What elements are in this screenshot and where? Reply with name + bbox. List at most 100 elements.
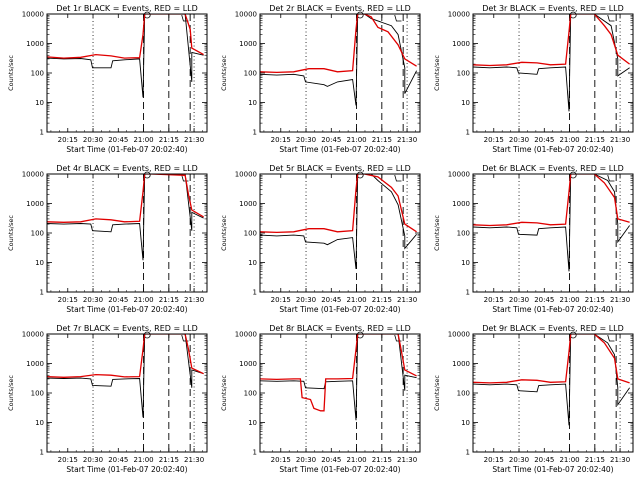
y-tick-label: 10000: [235, 331, 257, 339]
series-lld-line: [47, 14, 204, 59]
x-tick-label: 20:15: [484, 456, 504, 464]
series-lld-line: [260, 334, 417, 412]
y-axis-label: Counts/sec: [220, 55, 228, 91]
x-tick-label: 21:00: [559, 296, 579, 304]
x-tick-label: 21:00: [133, 456, 153, 464]
chart-panel-5: Det 5r BLACK = Events, RED = LLD Counts/s…: [220, 164, 421, 314]
y-tick-label: 100: [31, 70, 44, 78]
x-tick-label: 21:15: [159, 456, 179, 464]
x-tick-label: 21:00: [346, 136, 366, 144]
x-axis-label: Start Time (01-Feb-07 20:02:40): [492, 305, 613, 314]
y-tick-label: 10: [35, 259, 44, 267]
x-tick-label: 21:00: [559, 136, 579, 144]
chart-title: Det 5r BLACK = Events, RED = LLD: [269, 164, 411, 173]
y-tick-label: 100: [244, 230, 257, 238]
x-tick-label: 20:45: [321, 296, 341, 304]
x-tick-label: 20:15: [271, 136, 291, 144]
y-tick-label: 1: [40, 129, 44, 137]
y-tick-label: 1: [253, 129, 257, 137]
y-axis-label: Counts/sec: [7, 375, 15, 411]
y-tick-label: 100: [457, 70, 470, 78]
x-tick-label: 20:15: [484, 136, 504, 144]
series-events-line: [47, 174, 204, 261]
y-tick-label: 1000: [452, 40, 470, 48]
x-tick-label: 20:30: [296, 296, 316, 304]
y-axis-label: Counts/sec: [433, 55, 441, 91]
y-tick-label: 10000: [22, 331, 44, 339]
x-tick-label: 20:15: [58, 296, 78, 304]
series-events-line: [47, 334, 204, 418]
x-tick-label: 21:00: [346, 296, 366, 304]
x-tick-label: 21:30: [184, 136, 204, 144]
series-events-line: [473, 14, 630, 112]
x-tick-label: 20:45: [108, 296, 128, 304]
bracket-marker: [607, 14, 615, 22]
chart-title: Det 3r BLACK = Events, RED = LLD: [482, 4, 624, 13]
y-tick-label: 1: [466, 449, 470, 457]
series-lld-line: [260, 14, 417, 74]
chart-panel-4: Det 4r BLACK = Events, RED = LLD Counts/s…: [7, 164, 208, 314]
x-tick-label: 21:15: [159, 296, 179, 304]
x-tick-label: 20:30: [83, 296, 103, 304]
series-events-line: [473, 174, 630, 272]
x-tick-label: 20:45: [321, 136, 341, 144]
x-tick-label: 21:15: [372, 296, 392, 304]
y-tick-label: 1000: [26, 40, 44, 48]
x-tick-label: 20:30: [296, 456, 316, 464]
bracket-marker: [394, 174, 402, 182]
series-events-line: [260, 174, 417, 270]
y-axis-label: Counts/sec: [433, 375, 441, 411]
bracket-marker: [181, 174, 189, 182]
x-tick-label: 21:30: [397, 456, 417, 464]
chart-title: Det 8r BLACK = Events, RED = LLD: [269, 324, 411, 333]
y-tick-label: 100: [244, 70, 257, 78]
y-tick-label: 10: [248, 419, 257, 427]
y-tick-label: 100: [31, 230, 44, 238]
series-events-line: [473, 334, 630, 426]
series-events-line: [260, 14, 418, 106]
x-tick-label: 20:30: [83, 456, 103, 464]
x-tick-label: 20:45: [534, 136, 554, 144]
y-tick-label: 1000: [452, 360, 470, 368]
x-tick-label: 20:15: [271, 296, 291, 304]
y-tick-label: 1: [253, 289, 257, 297]
x-tick-label: 21:15: [585, 136, 605, 144]
x-tick-label: 20:30: [83, 136, 103, 144]
x-axis-label: Start Time (01-Feb-07 20:02:40): [279, 465, 400, 474]
x-axis-label: Start Time (01-Feb-07 20:02:40): [66, 305, 187, 314]
x-tick-label: 20:30: [509, 456, 529, 464]
y-tick-label: 10000: [448, 171, 470, 179]
plot-frame: [46, 333, 208, 453]
y-axis-label: Counts/sec: [220, 375, 228, 411]
y-tick-label: 10: [248, 99, 257, 107]
y-tick-label: 100: [244, 390, 257, 398]
y-tick-label: 1000: [239, 360, 257, 368]
y-tick-label: 10: [35, 419, 44, 427]
plot-frame: [472, 173, 634, 293]
plot-frame: [46, 13, 208, 133]
x-tick-label: 20:30: [296, 136, 316, 144]
plot-frame: [46, 173, 208, 293]
x-tick-label: 20:15: [484, 296, 504, 304]
x-tick-label: 21:15: [159, 136, 179, 144]
x-tick-label: 21:30: [397, 136, 417, 144]
x-tick-label: 21:30: [397, 296, 417, 304]
y-tick-label: 10000: [235, 171, 257, 179]
plot-frame: [259, 13, 421, 133]
y-tick-label: 10000: [235, 11, 257, 19]
y-tick-label: 1: [40, 449, 44, 457]
bracket-marker: [607, 174, 615, 182]
chart-title: Det 7r BLACK = Events, RED = LLD: [56, 324, 198, 333]
chart-panel-9: Det 9r BLACK = Events, RED = LLD Counts/s…: [433, 324, 634, 474]
x-tick-label: 20:30: [509, 296, 529, 304]
y-tick-label: 10000: [448, 11, 470, 19]
plot-frame: [259, 173, 421, 293]
x-axis-label: Start Time (01-Feb-07 20:02:40): [279, 305, 400, 314]
x-tick-label: 21:30: [610, 296, 630, 304]
x-tick-label: 20:45: [321, 456, 341, 464]
chart-panel-3: Det 3r BLACK = Events, RED = LLD Counts/s…: [433, 4, 634, 154]
x-tick-label: 21:15: [585, 296, 605, 304]
plot-frame: [472, 333, 634, 453]
x-axis-label: Start Time (01-Feb-07 20:02:40): [279, 145, 400, 154]
